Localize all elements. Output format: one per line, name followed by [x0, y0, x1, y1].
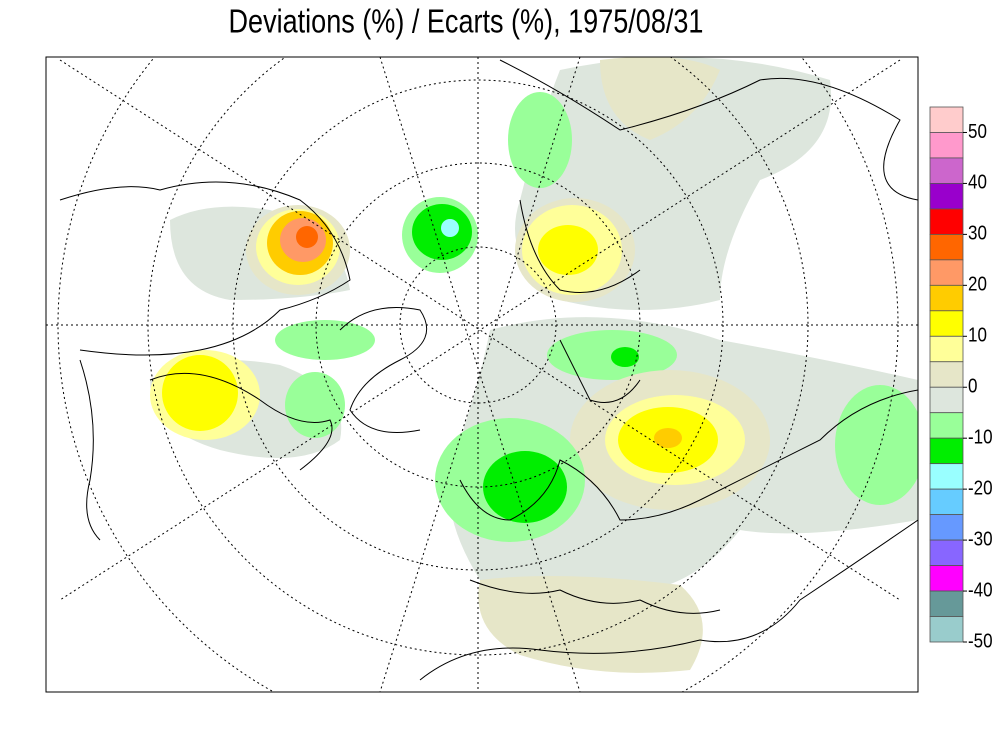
colorbar-segment — [929, 284, 964, 312]
colorbar-segment — [929, 233, 964, 261]
colorbar-segment — [929, 488, 964, 516]
anomaly-fields — [150, 57, 918, 673]
colorbar-segment — [929, 361, 964, 388]
colorbar-tick-label: 50 — [968, 119, 987, 142]
colorbar-segment — [929, 106, 964, 133]
colorbar-segment — [929, 259, 964, 286]
colorbar-tick-label: -30 — [968, 527, 993, 550]
colorbar-segment — [929, 208, 964, 235]
map — [45, 56, 919, 693]
map-frame — [45, 56, 919, 693]
colorbar-segment — [929, 335, 964, 363]
colorbar-tick-label: -10 — [968, 425, 993, 448]
colorbar-segment — [929, 183, 964, 210]
colorbar-segment — [929, 157, 964, 184]
graticule — [46, 57, 918, 692]
colorbar-tick-label: -20 — [968, 476, 993, 499]
colorbar-segment — [929, 463, 964, 490]
colorbar-tick-label: -40 — [968, 578, 993, 601]
colorbar-tick-label: 20 — [968, 272, 987, 295]
colorbar-segment — [929, 412, 964, 439]
colorbar-tick-label: 30 — [968, 221, 987, 244]
colorbar-segment — [929, 386, 964, 414]
colorbar: 50 40 30 20 10 0 -10 -20 -30 -40 -50 — [929, 106, 993, 652]
colorbar-segment — [929, 590, 964, 617]
colorbar-segment — [929, 310, 964, 337]
colorbar-segment — [929, 616, 964, 643]
colorbar-tick-label: -50 — [968, 629, 993, 652]
colorbar-segment — [929, 539, 964, 566]
coastlines — [59, 59, 918, 681]
colorbar-segment — [929, 437, 964, 465]
colorbar-tick-label: 10 — [968, 323, 987, 346]
colorbar-segment — [929, 565, 964, 592]
colorbar-tick-label: 0 — [968, 374, 977, 397]
colorbar-segment — [929, 514, 964, 541]
colorbar-segment — [929, 132, 964, 159]
title: Deviations (%) / Ecarts (%), 1975/08/31 — [229, 4, 704, 40]
colorbar-tick-label: 40 — [968, 170, 987, 193]
